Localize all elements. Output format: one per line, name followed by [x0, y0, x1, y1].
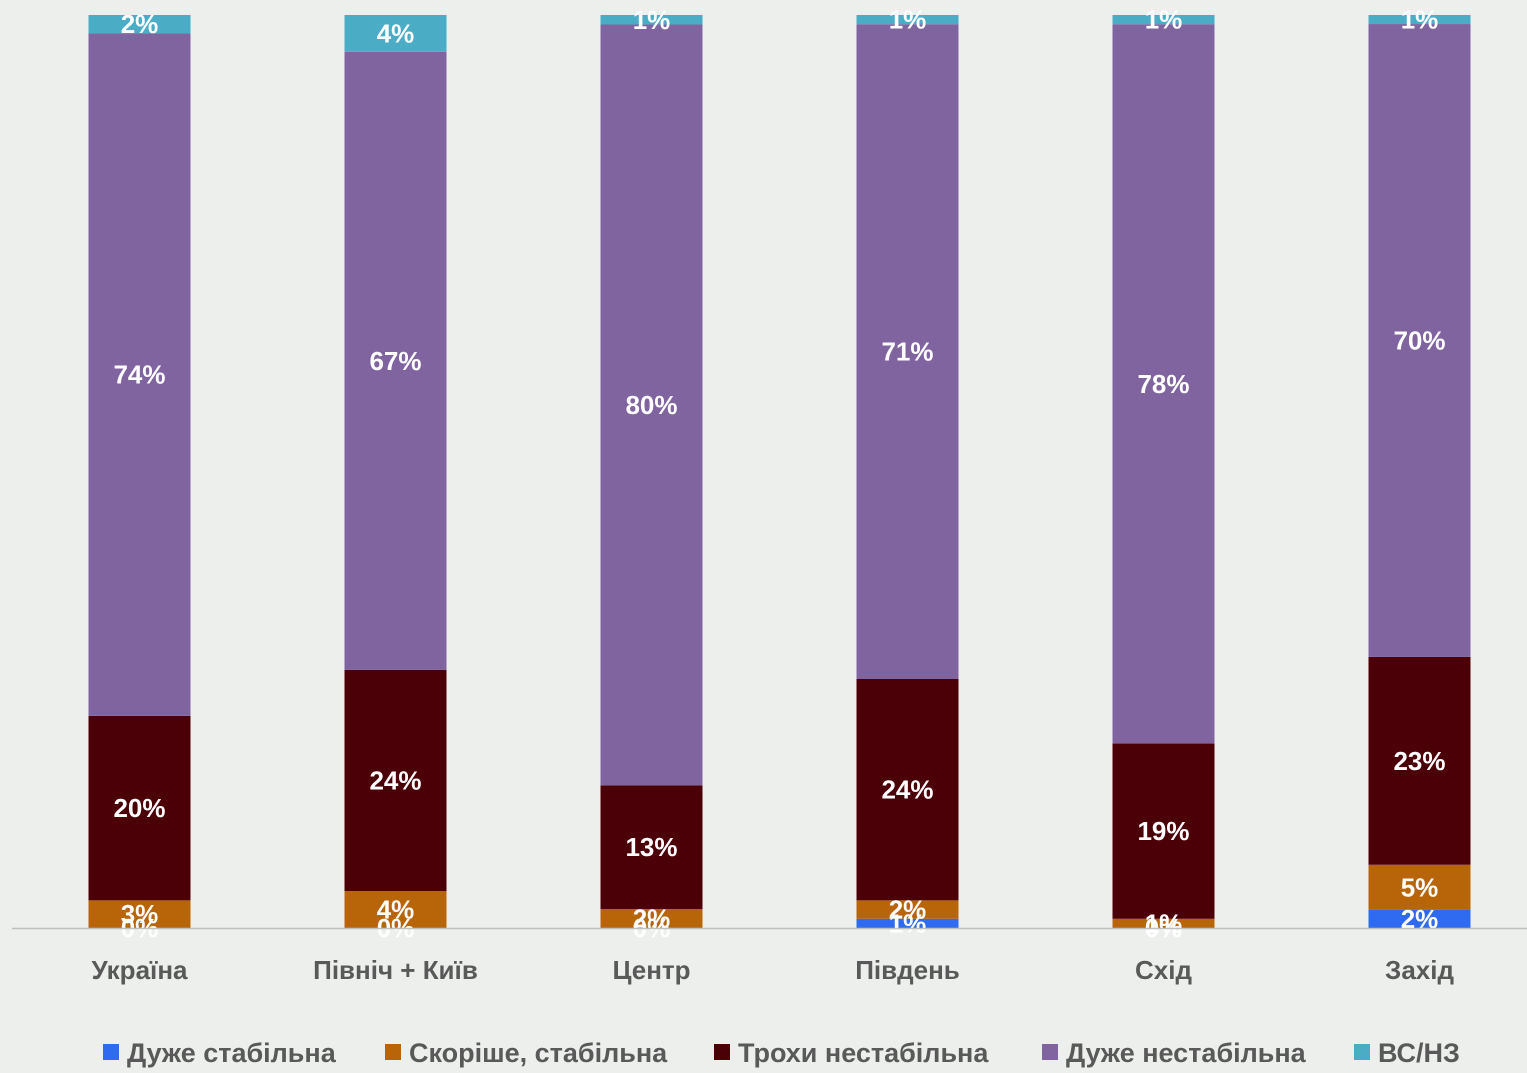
bar-segment-3-5	[1112, 743, 1215, 919]
data-label-5-5: 1%	[1145, 5, 1183, 35]
bar-segment-5-1	[88, 15, 191, 34]
data-label-3-1: 20%	[113, 793, 165, 823]
bar-segment-4-4	[856, 24, 959, 679]
bar-segment-4-1	[88, 33, 191, 716]
bars-layer	[88, 15, 1471, 928]
bar-segment-4-5	[1112, 24, 1215, 744]
bar-segment-3-3	[600, 785, 703, 909]
data-label-2-2: 4%	[377, 895, 415, 925]
legend-label-1: Дуже стабільна	[127, 1038, 337, 1068]
data-label-4-2: 67%	[369, 346, 421, 376]
data-label-4-3: 80%	[625, 390, 677, 420]
bar-segment-1-6	[1368, 909, 1471, 928]
category-label-5: Схід	[1135, 955, 1192, 985]
bar-segment-2-4	[856, 900, 959, 919]
bar-segment-5-5	[1112, 15, 1215, 25]
legend-swatch-1	[103, 1044, 119, 1060]
bar-segment-2-3	[600, 908, 703, 928]
data-label-2-1: 3%	[121, 899, 159, 929]
category-label-2: Північ + Київ	[313, 955, 478, 985]
legend: Дуже стабільна Скоріше, стабільна Трохи не…	[103, 1038, 1460, 1068]
bar-segment-4-3	[600, 24, 703, 786]
bar-segment-1-4	[856, 918, 959, 928]
data-labels-layer: 0%3%20%74%2%0%4%24%67%4%0%2%13%80%1%1%2%…	[113, 5, 1445, 943]
legend-swatch-5	[1354, 1044, 1370, 1060]
bar-segment-3-2	[344, 669, 447, 892]
data-label-5-1: 2%	[121, 9, 159, 39]
bar-segment-5-4	[856, 15, 959, 25]
legend-swatch-2	[385, 1044, 401, 1060]
bar-segment-4-2	[344, 51, 447, 670]
bar-segment-5-3	[600, 15, 703, 25]
data-label-1-4: 1%	[889, 908, 927, 938]
data-label-4-1: 74%	[113, 360, 165, 390]
data-label-1-6: 2%	[1401, 904, 1439, 934]
legend-swatch-4	[1042, 1044, 1058, 1060]
data-label-3-6: 23%	[1393, 746, 1445, 776]
category-label-1: Україна	[91, 955, 188, 985]
bar-segment-5-6	[1368, 15, 1471, 25]
data-label-3-5: 19%	[1137, 816, 1189, 846]
data-label-3-3: 13%	[625, 832, 677, 862]
data-label-5-6: 1%	[1401, 5, 1439, 35]
category-label-4: Південь	[855, 955, 960, 985]
data-label-4-5: 78%	[1137, 369, 1189, 399]
bar-segment-2-6	[1368, 864, 1471, 910]
legend-label-3: Трохи нестабільна	[738, 1038, 989, 1068]
bar-segment-2-1	[88, 900, 191, 928]
bar-segment-2-5	[1112, 918, 1215, 928]
category-label-3: Центр	[612, 955, 690, 985]
data-label-5-3: 1%	[633, 5, 671, 35]
legend-label-2: Скоріше, стабільна	[409, 1038, 668, 1068]
legend-label-5: ВС/НЗ	[1378, 1038, 1460, 1068]
bar-segment-3-4	[856, 679, 959, 901]
data-label-2-5: 1%	[1145, 908, 1183, 938]
legend-label-4: Дуже нестабільна	[1066, 1038, 1307, 1068]
data-label-5-4: 1%	[889, 5, 927, 35]
data-label-4-4: 71%	[881, 337, 933, 367]
category-label-6: Захід	[1385, 955, 1454, 985]
bar-segment-3-1	[88, 715, 191, 901]
data-label-2-4: 2%	[889, 895, 927, 925]
bar-segment-4-6	[1368, 24, 1471, 657]
data-label-3-4: 24%	[881, 775, 933, 805]
bar-segment-2-2	[344, 891, 447, 928]
data-label-5-2: 4%	[377, 18, 415, 48]
data-label-2-6: 5%	[1401, 872, 1439, 902]
data-label-3-2: 24%	[369, 765, 421, 795]
data-label-4-6: 70%	[1393, 325, 1445, 355]
legend-swatch-3	[714, 1044, 730, 1060]
bar-segment-3-6	[1368, 656, 1471, 865]
bar-segment-5-2	[344, 15, 447, 52]
category-axis: Україна Північ + Київ Центр Південь Схід Захі…	[91, 955, 1454, 985]
